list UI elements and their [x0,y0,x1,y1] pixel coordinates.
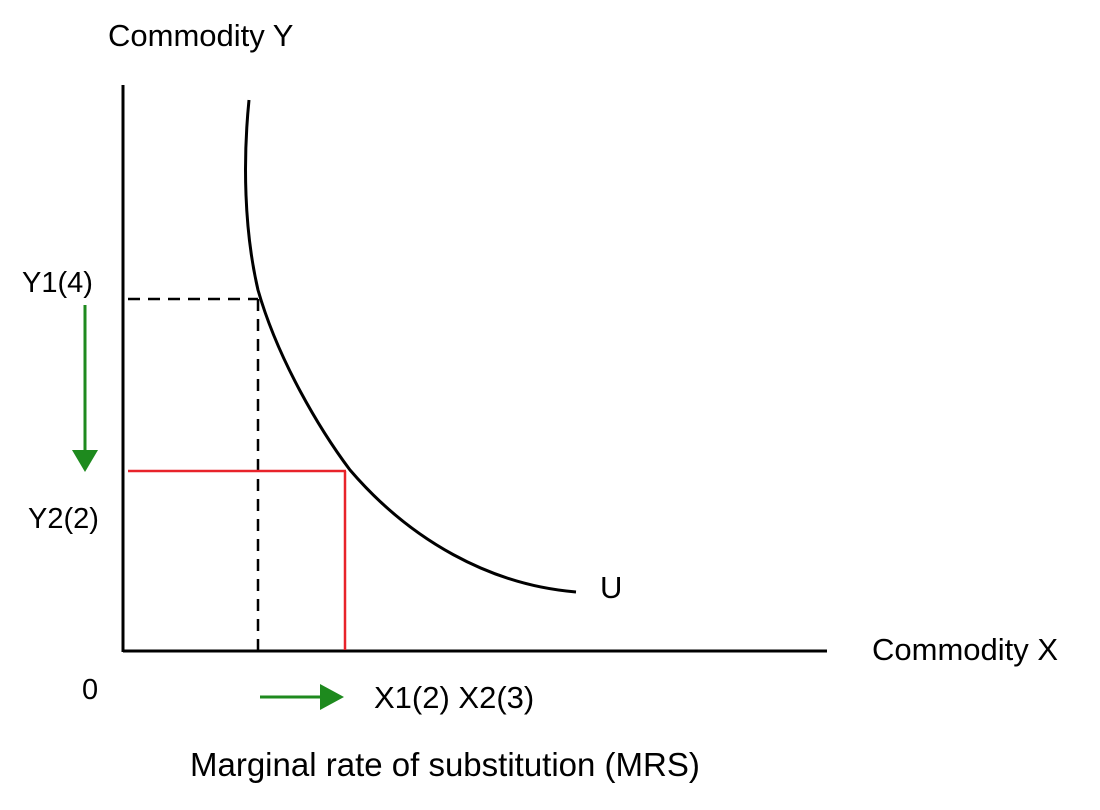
curve-label: U [600,570,622,605]
origin-label: 0 [82,674,98,706]
x-arrow-head [320,684,344,710]
y-arrow-head [72,450,98,472]
y2-label: Y2(2) [28,503,99,535]
y1-label: Y1(4) [22,267,93,299]
x-points-label: X1(2) X2(3) [374,680,534,715]
indifference-curve [244,99,577,594]
caption: Marginal rate of substitution (MRS) [190,746,700,783]
x-axis-label: Commodity X [872,632,1058,667]
y-axis-label: Commodity Y [108,18,294,53]
